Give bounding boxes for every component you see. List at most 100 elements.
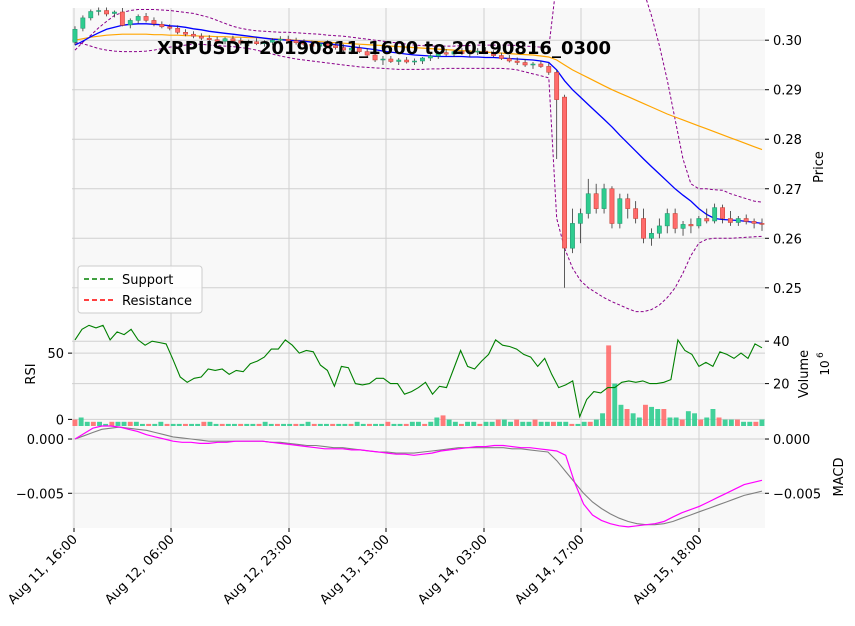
volume-bar [238,423,244,426]
volume-bar [563,421,569,426]
volume-bar [152,423,158,426]
bollinger-bands [74,0,763,313]
volume-bar [342,423,348,426]
volume-multiplier: 10 6 [816,352,832,376]
candle-body [183,32,188,35]
volume-bar [244,423,250,426]
candle-body [269,39,275,43]
volume-bar [189,423,194,426]
candle-body [506,58,512,62]
volume-bar [232,423,237,426]
candle-body [151,20,157,25]
x-tick-label: Aug 13, 13:00 [317,532,393,608]
volume-bar [446,419,452,426]
x-tick-label: Aug 15, 18:00 [630,532,706,608]
volume-bar [612,383,618,426]
volume-tick-label: 20 [773,378,790,393]
candle-body [127,20,133,26]
volume-bar [354,421,360,426]
candle-body [364,51,370,56]
volume-bar [685,411,691,426]
volume-bar [508,421,513,426]
volume-bar [551,421,556,426]
candle-body [609,188,615,224]
candle-body [372,54,378,61]
volume-tick-label: 40 [773,335,790,350]
candle-body [348,47,354,51]
candle-body [451,51,457,55]
candle-body [167,26,173,29]
candle-body [649,233,654,239]
candle-body [301,42,307,45]
volume-bar [262,421,268,426]
candle-body [262,41,267,44]
candlesticks [72,7,765,288]
volume-bar [728,419,734,426]
volume-bar [225,423,231,426]
volume-bar [268,423,274,426]
volume-bar [373,423,378,426]
candle-body [112,11,117,14]
candle-body [380,58,386,61]
rsi-line [74,324,763,419]
volume-bar [219,423,225,426]
x-tick-label: Aug 11, 16:00 [5,532,81,608]
candle-body [751,221,757,224]
price-tick-label: 0.26 [773,232,802,247]
volume-multiplier-exponent: 6 [816,352,826,358]
volume-bar [759,419,765,426]
volume-bar [661,409,667,426]
candle-body [743,218,749,222]
candle-body [230,38,236,41]
macd-lines-group [74,425,763,528]
volume-bar [747,421,753,426]
volume-bar [710,409,716,426]
candle-body [759,223,765,225]
candle-body [593,193,599,209]
indicator-panel-bg [72,320,765,426]
volume-bar [459,423,464,426]
candle-body [404,59,410,63]
volume-bar [422,423,428,426]
macd-tick-label-right: 0.000 [773,433,810,448]
candle-body [222,38,228,42]
rsi-tick-label: 50 [47,347,64,362]
candle-body [396,59,402,62]
candle-body [420,57,425,62]
volume-bar [360,423,366,426]
volume-bars [72,345,765,426]
candle-body [735,218,741,223]
volume-bar [667,417,673,426]
candle-body [341,47,346,51]
candle-body [656,225,662,234]
legend-support-label: Support [122,273,173,288]
candle-body [601,188,607,209]
volume-bar [379,423,385,426]
candle-body [175,28,181,33]
volume-bar [158,421,164,426]
candle-body [143,16,149,21]
volume-bar [305,421,311,426]
volume-bar [391,423,397,426]
volume-bar [489,421,495,426]
volume-bar [679,419,685,426]
candle-body [309,43,315,47]
candle-body [435,52,441,57]
volume-bar [753,421,759,426]
volume-bar [538,421,544,426]
volume-bar [336,423,342,426]
candle-body [475,50,481,53]
candle-body [159,24,165,28]
candle-body [530,63,536,66]
volume-bar [655,409,661,426]
volume-bar [698,419,704,426]
volume-bar [133,421,139,426]
volume-axis-label: Volume [797,350,812,398]
volume-bar [72,419,78,426]
candle-body [538,63,544,67]
price-axis-label: Price [812,151,827,183]
volume-bar [78,417,84,426]
price-tick-label: 0.27 [773,183,802,198]
candle-body [688,224,694,227]
volume-bar [643,404,648,426]
